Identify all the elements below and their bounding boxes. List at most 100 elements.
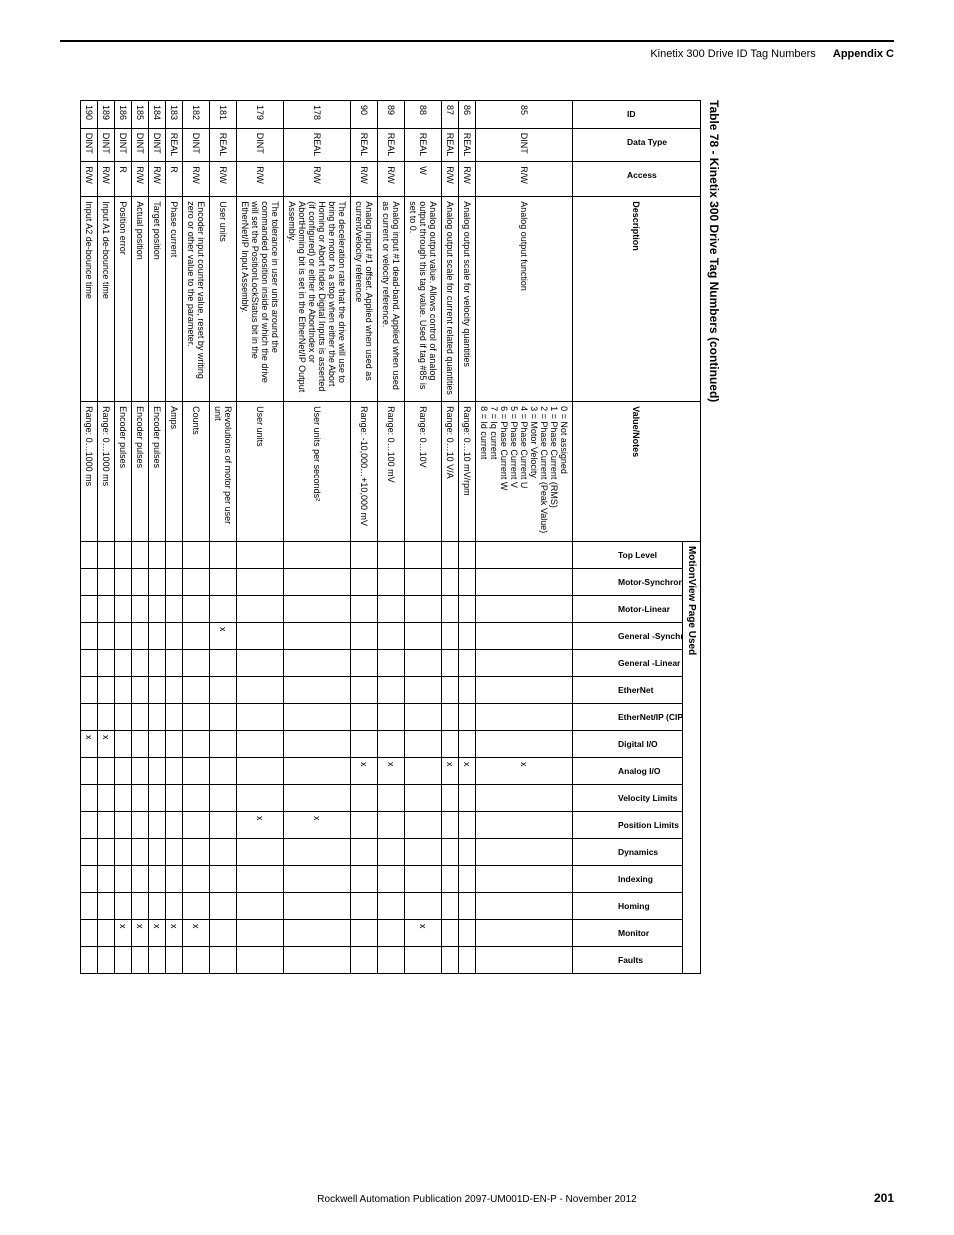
cell: DINT bbox=[476, 128, 573, 162]
mark-cell bbox=[98, 568, 115, 595]
col-group-pages: MotionView Page Used bbox=[683, 541, 701, 973]
cell: DINT bbox=[81, 128, 98, 162]
cell: 179 bbox=[237, 101, 284, 129]
mark-cell bbox=[81, 892, 98, 919]
cell: User units bbox=[237, 402, 284, 542]
mark-cell bbox=[351, 649, 378, 676]
mark-cell bbox=[98, 676, 115, 703]
mark-cell bbox=[459, 811, 476, 838]
col-page: Dynamics bbox=[573, 838, 683, 865]
col-page: Motor-Synchronous bbox=[573, 568, 683, 595]
mark-cell bbox=[476, 838, 573, 865]
mark-cell bbox=[166, 595, 183, 622]
mark-cell bbox=[210, 730, 237, 757]
mark-cell: x bbox=[351, 757, 378, 784]
mark-cell bbox=[378, 811, 405, 838]
mark-cell: x bbox=[378, 757, 405, 784]
mark-cell bbox=[405, 622, 442, 649]
mark-cell bbox=[210, 865, 237, 892]
cell: Encoder pulses bbox=[149, 402, 166, 542]
table-row: 90REALR/WAnalog input #1 offset. Applied… bbox=[351, 101, 378, 974]
mark-cell bbox=[166, 676, 183, 703]
mark-cell bbox=[284, 757, 351, 784]
table-row: 184DINTR/WTarget positionEncoder pulsesx bbox=[149, 101, 166, 974]
mark-cell bbox=[98, 757, 115, 784]
mark-cell bbox=[405, 838, 442, 865]
mark-cell bbox=[98, 784, 115, 811]
mark-cell bbox=[405, 541, 442, 568]
col-page: Indexing bbox=[573, 865, 683, 892]
col-access: Access bbox=[573, 162, 701, 197]
mark-cell bbox=[442, 892, 459, 919]
mark-cell bbox=[284, 649, 351, 676]
mark-cell: x bbox=[166, 919, 183, 946]
mark-cell bbox=[351, 919, 378, 946]
table-row: 182DINTR/WEncoder input counter value, r… bbox=[183, 101, 210, 974]
mark-cell: x bbox=[459, 757, 476, 784]
cell: 190 bbox=[81, 101, 98, 129]
col-page: Monitor bbox=[573, 919, 683, 946]
mark-cell bbox=[378, 622, 405, 649]
mark-cell bbox=[210, 649, 237, 676]
cell: Encoder pulses bbox=[115, 402, 132, 542]
mark-cell bbox=[166, 757, 183, 784]
mark-cell bbox=[149, 568, 166, 595]
cell: REAL bbox=[442, 128, 459, 162]
mark-cell: x bbox=[98, 730, 115, 757]
table-body: 85DINTR/WAnalog output function0 = Not a… bbox=[81, 101, 573, 974]
col-page: Homing bbox=[573, 892, 683, 919]
mark-cell bbox=[149, 811, 166, 838]
col-value-notes: Value/Notes bbox=[573, 402, 701, 542]
mark-cell bbox=[81, 946, 98, 973]
mark-cell bbox=[476, 568, 573, 595]
mark-cell: x bbox=[210, 622, 237, 649]
mark-cell bbox=[166, 784, 183, 811]
mark-cell bbox=[284, 541, 351, 568]
running-header: Kinetix 300 Drive ID Tag Numbers Appendi… bbox=[60, 48, 894, 70]
mark-cell bbox=[476, 946, 573, 973]
mark-cell bbox=[149, 892, 166, 919]
cell: Amps bbox=[166, 402, 183, 542]
mark-cell bbox=[476, 676, 573, 703]
cell: REAL bbox=[351, 128, 378, 162]
mark-cell bbox=[476, 595, 573, 622]
mark-cell bbox=[442, 811, 459, 838]
cell: Analog input #1 dead-band. Applied when … bbox=[378, 197, 405, 402]
mark-cell bbox=[459, 946, 476, 973]
mark-cell bbox=[459, 838, 476, 865]
mark-cell bbox=[98, 919, 115, 946]
mark-cell bbox=[237, 892, 284, 919]
mark-cell bbox=[378, 730, 405, 757]
cell: R/W bbox=[81, 162, 98, 197]
mark-cell bbox=[210, 946, 237, 973]
mark-cell bbox=[210, 892, 237, 919]
table-row: 89REALR/WAnalog input #1 dead-band. Appl… bbox=[378, 101, 405, 974]
mark-cell bbox=[378, 595, 405, 622]
cell: 182 bbox=[183, 101, 210, 129]
mark-cell bbox=[115, 946, 132, 973]
mark-cell: x bbox=[284, 811, 351, 838]
cell: Encoder pulses bbox=[132, 402, 149, 542]
mark-cell bbox=[378, 865, 405, 892]
mark-cell bbox=[284, 622, 351, 649]
mark-cell bbox=[183, 892, 210, 919]
mark-cell bbox=[405, 946, 442, 973]
cell: 185 bbox=[132, 101, 149, 129]
mark-cell bbox=[132, 838, 149, 865]
cell: R/W bbox=[284, 162, 351, 197]
mark-cell bbox=[81, 919, 98, 946]
mark-cell bbox=[237, 703, 284, 730]
mark-cell bbox=[284, 838, 351, 865]
mark-cell bbox=[237, 541, 284, 568]
cell: 184 bbox=[149, 101, 166, 129]
mark-cell bbox=[183, 811, 210, 838]
mark-cell bbox=[351, 568, 378, 595]
mark-cell bbox=[115, 811, 132, 838]
mark-cell bbox=[459, 919, 476, 946]
mark-cell bbox=[166, 541, 183, 568]
cell: REAL bbox=[405, 128, 442, 162]
rotated-content: Table 78 - Kinetix 300 Drive Tag Numbers… bbox=[80, 100, 721, 974]
cell: R/W bbox=[210, 162, 237, 197]
col-page: Analog I/O bbox=[573, 757, 683, 784]
table-row: 85DINTR/WAnalog output function0 = Not a… bbox=[476, 101, 573, 974]
